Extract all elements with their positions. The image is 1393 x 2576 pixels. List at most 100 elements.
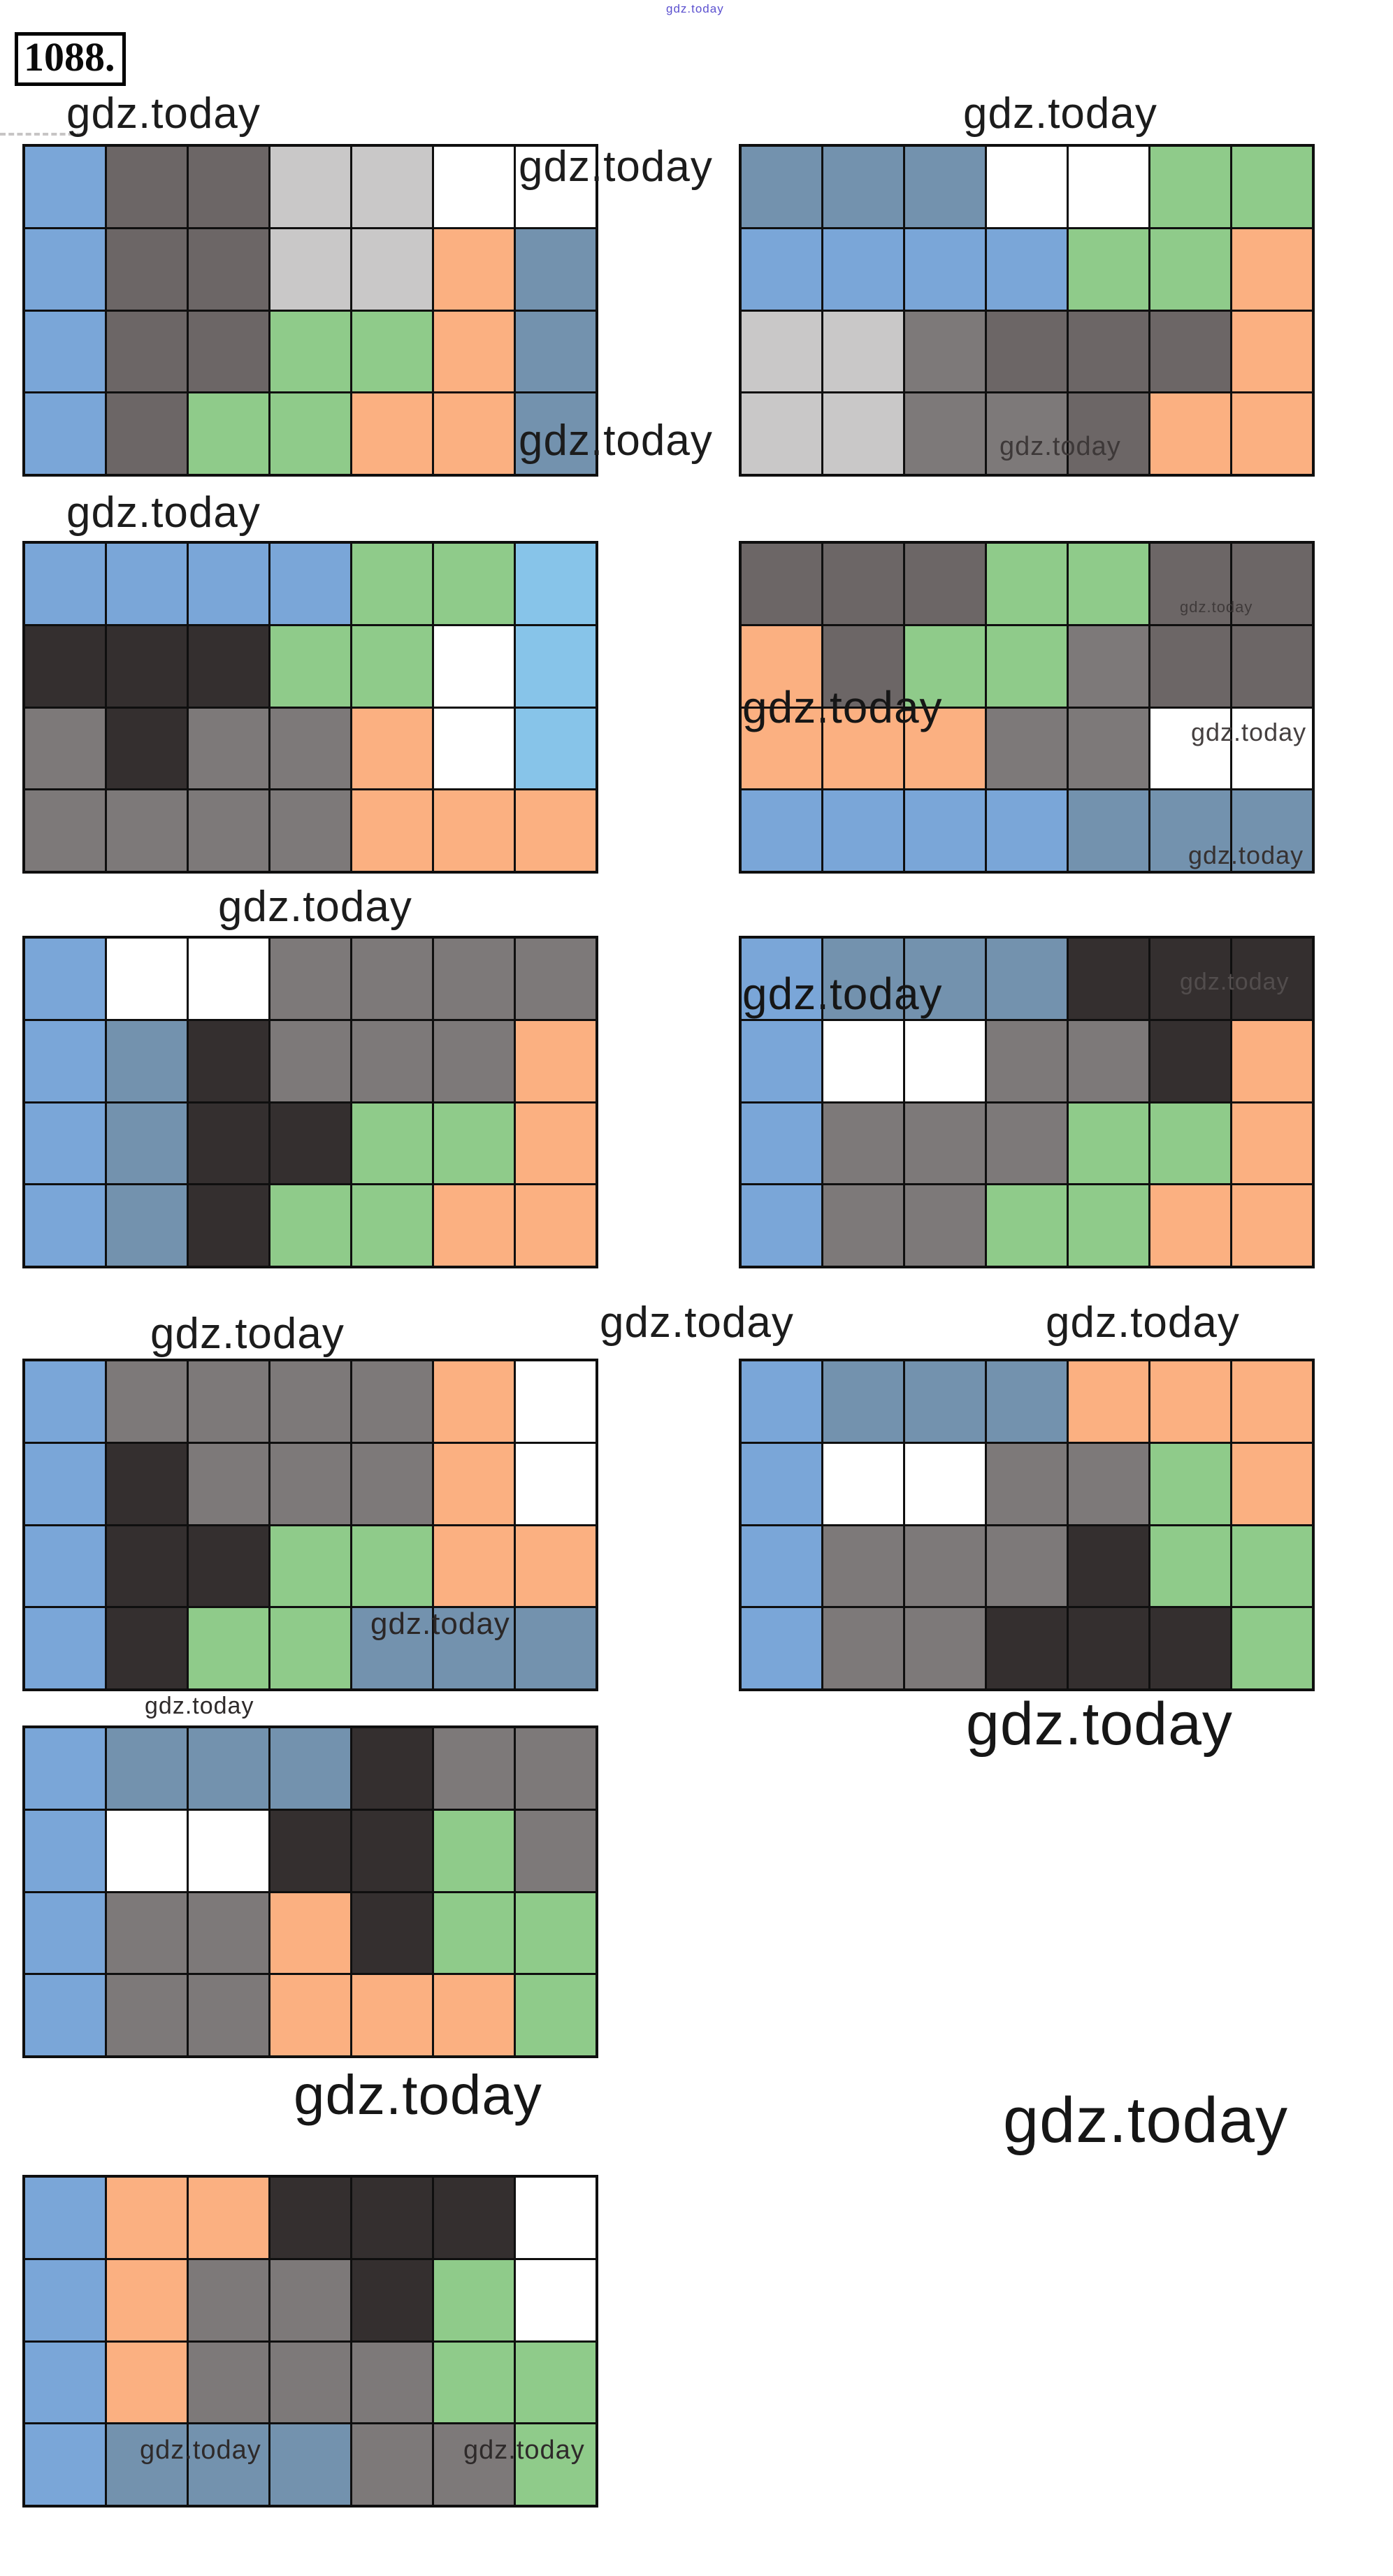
- grid-cell-green: [434, 2342, 514, 2423]
- grid-cell-gray: [352, 1361, 432, 1442]
- grid-cell-orange: [352, 393, 432, 474]
- grid-cell-orange: [434, 1361, 514, 1442]
- grid-cell-gray: [516, 1810, 596, 1891]
- grid-cell-orange: [742, 708, 821, 789]
- grid-cell-steel_blue: [270, 2424, 350, 2505]
- grid-cell-white: [107, 939, 187, 1019]
- grid-cell-gray: [270, 2342, 350, 2423]
- grid-cell-white: [905, 1443, 985, 1524]
- grid-cell-gray: [107, 1361, 187, 1442]
- grid-cell-gray: [987, 1526, 1067, 1607]
- grid-cell-dark_gray: [742, 544, 821, 624]
- grid-cell-black: [1150, 1020, 1230, 1101]
- grid-cell-orange: [1232, 229, 1312, 310]
- grid-cell-dark_gray: [1150, 625, 1230, 707]
- grid-cell-dark_gray: [1069, 311, 1148, 392]
- grid-cell-gray: [189, 1975, 268, 2055]
- grid-cell-steel_blue: [987, 1361, 1067, 1442]
- grid-cell-sky_blue: [516, 544, 596, 624]
- grid-cell-black: [107, 708, 187, 789]
- grid-2: [739, 144, 1315, 477]
- grid-cell-orange: [1150, 1185, 1230, 1266]
- grid-cell-black: [189, 625, 268, 707]
- grid-cell-green: [352, 544, 432, 624]
- grid-cell-black: [270, 1103, 350, 1184]
- grid-cell-steel_blue: [516, 311, 596, 392]
- grid-cell-dark_gray: [107, 147, 187, 227]
- grid-cell-white: [823, 1443, 903, 1524]
- grid-cell-blue: [25, 1608, 105, 1688]
- grid-cell-black: [352, 1728, 432, 1809]
- grid-cell-green: [434, 1893, 514, 1974]
- grid-cell-black: [1069, 1526, 1148, 1607]
- grid-cell-blue: [25, 1185, 105, 1266]
- grid-cell-gray: [270, 939, 350, 1019]
- watermark-bottom-right: gdz.today: [1003, 2085, 1288, 2156]
- grid-cell-orange: [352, 708, 432, 789]
- grid-cell-orange: [107, 2178, 187, 2258]
- grid-cell-blue: [25, 544, 105, 624]
- grid-cell-gray: [434, 1020, 514, 1101]
- grid-cell-blue: [25, 1020, 105, 1101]
- grid-cell-dark_gray: [189, 229, 268, 310]
- grid-cell-gray: [823, 1608, 903, 1688]
- grid-cell-gray: [905, 393, 985, 474]
- grid-cell-gray: [1069, 1443, 1148, 1524]
- grid-cell-gray: [107, 1975, 187, 2055]
- grid-cell-orange: [1069, 1361, 1148, 1442]
- watermark-grid-1-row4: gdz.today: [519, 417, 713, 465]
- grid-cell-black: [1232, 939, 1312, 1019]
- grid-cell-steel_blue: [823, 147, 903, 227]
- grid-cell-blue: [25, 393, 105, 474]
- grid-cell-gray: [352, 1443, 432, 1524]
- grid-cell-white: [516, 1443, 596, 1524]
- grid-cell-black: [352, 1810, 432, 1891]
- grid-cell-gray: [352, 2342, 432, 2423]
- grid-cell-white: [987, 147, 1067, 227]
- grid-cell-steel_blue: [352, 1608, 432, 1688]
- grid-cell-orange: [1232, 1020, 1312, 1101]
- grid-cell-white: [823, 1020, 903, 1101]
- grid-cell-gray: [987, 1020, 1067, 1101]
- grid-cell-orange: [270, 1975, 350, 2055]
- watermark-grid-4-row1: gdz.today: [1180, 598, 1253, 616]
- grid-cell-steel_blue: [1232, 790, 1312, 871]
- grid-cell-green: [1069, 229, 1148, 310]
- grid-cell-steel_blue: [823, 1361, 903, 1442]
- watermark-grid-6-big: gdz.today: [742, 969, 943, 1019]
- grid-cell-steel_blue: [189, 1728, 268, 1809]
- watermark-grid-10-row4-right: gdz.today: [463, 2436, 585, 2465]
- grid-cell-green: [1232, 1526, 1312, 1607]
- grid-cell-blue: [823, 229, 903, 310]
- grid-cell-steel_blue: [905, 1361, 985, 1442]
- grid-cell-gray: [352, 1020, 432, 1101]
- grid-cell-blue: [107, 544, 187, 624]
- grid-cell-gray: [107, 1893, 187, 1974]
- grid-cell-blue: [25, 939, 105, 1019]
- grid-cell-gray: [905, 1185, 985, 1266]
- grid-cell-blue: [25, 2424, 105, 2505]
- grid-cell-orange: [1232, 1361, 1312, 1442]
- grid-cell-green: [270, 1526, 350, 1607]
- grid-cell-black: [189, 1185, 268, 1266]
- grid-cell-green: [1150, 1526, 1230, 1607]
- grid-cell-steel_blue: [107, 1103, 187, 1184]
- grid-cell-blue: [25, 2259, 105, 2340]
- grid-cell-gray: [270, 1361, 350, 1442]
- grid-5-title: gdz.today: [218, 883, 412, 931]
- grid-cell-gray: [189, 2342, 268, 2423]
- grid-cell-gray: [434, 1728, 514, 1809]
- grid-cell-gray: [823, 1526, 903, 1607]
- grid-cell-black: [25, 625, 105, 707]
- grid-cell-steel_blue: [1069, 790, 1148, 871]
- grid-cell-green: [1150, 1443, 1230, 1524]
- grid-cell-green: [1232, 1608, 1312, 1688]
- grid-cell-gray: [352, 939, 432, 1019]
- grid-cell-green: [1069, 1185, 1148, 1266]
- grid-cell-dark_gray: [823, 544, 903, 624]
- grid-cell-orange: [516, 790, 596, 871]
- grid-10: [22, 2175, 598, 2508]
- grid-cell-gray: [905, 1526, 985, 1607]
- grid-cell-green: [352, 1526, 432, 1607]
